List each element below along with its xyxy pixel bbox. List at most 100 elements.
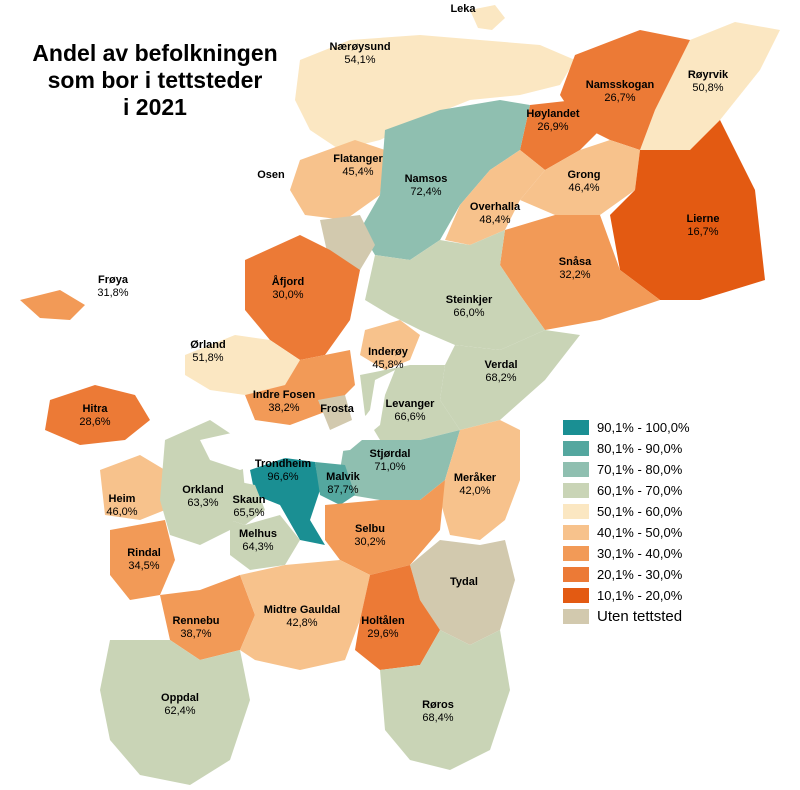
municipality-value: 32,2% [559, 269, 590, 281]
region-grong [520, 140, 640, 215]
legend-label: 90,1% - 100,0% [597, 420, 690, 435]
municipality-value: 64,3% [242, 541, 273, 553]
region-trondheim [250, 458, 325, 545]
municipality-name: Trondheim [255, 458, 311, 470]
municipality-name: Melhus [239, 528, 277, 540]
municipality-value: 42,8% [286, 617, 317, 629]
fjord [200, 370, 395, 470]
municipality-name: Indre Fosen [253, 389, 316, 401]
municipality-value: 68,4% [422, 712, 453, 724]
municipality-name: Overhalla [470, 201, 521, 213]
region-meraker [440, 420, 520, 540]
region-namsskogan [560, 30, 690, 150]
region-naeroysund [295, 35, 575, 150]
municipality-name: Namsskogan [586, 79, 655, 91]
municipality-name: Grong [568, 169, 601, 181]
municipality-name: Inderøy [368, 346, 409, 358]
legend-label: 10,1% - 20,0% [597, 588, 683, 603]
legend-label: 40,1% - 50,0% [597, 525, 683, 540]
region-stjordal [340, 430, 460, 500]
municipality-value: 65,5% [233, 507, 264, 519]
municipality-name: Meråker [454, 472, 497, 484]
municipality-value: 62,4% [164, 705, 195, 717]
municipality-label: Tydal [450, 576, 478, 588]
municipality-name: Røros [422, 699, 454, 711]
region-selbu [325, 480, 445, 575]
municipality-value: 42,0% [459, 485, 490, 497]
municipality-name: Lierne [686, 213, 719, 225]
legend-swatch [563, 483, 589, 498]
legend-swatch [563, 609, 589, 624]
region-hoylandet [520, 100, 600, 170]
municipality-value: 72,4% [410, 186, 441, 198]
municipality-name: Oppdal [161, 692, 199, 704]
municipality-value: 63,3% [187, 497, 218, 509]
region-skaun [230, 480, 265, 525]
municipality-name: Rindal [127, 547, 161, 559]
legend-label: 20,1% - 30,0% [597, 567, 683, 582]
municipality-name: Leka [450, 3, 476, 15]
region-hitra [45, 385, 150, 445]
region-tydal [410, 540, 515, 645]
municipality-name: Frøya [98, 274, 129, 286]
municipality-value: 45,8% [372, 359, 403, 371]
municipality-name: Verdal [484, 359, 517, 371]
municipality-value: 30,2% [354, 536, 385, 548]
region-orland [185, 335, 300, 395]
municipality-name: Holtålen [361, 615, 405, 627]
region-frosta [318, 395, 352, 430]
municipality-value: 66,0% [453, 307, 484, 319]
region-melhus [230, 515, 300, 570]
legend-swatch [563, 420, 589, 435]
municipality-name: Nærøysund [329, 41, 390, 53]
legend-label: 30,1% - 40,0% [597, 546, 683, 561]
legend-label: Uten tettsted [597, 608, 683, 625]
municipality-name: Røyrvik [688, 69, 729, 81]
municipality-value: 31,8% [97, 287, 128, 299]
region-roros [380, 630, 510, 770]
municipality-name: Selbu [355, 523, 385, 535]
municipality-value: 66,6% [394, 411, 425, 423]
region-afjord [245, 235, 360, 360]
region-leka [470, 5, 505, 30]
municipality-name: Skaun [232, 494, 265, 506]
region-flatanger [290, 140, 385, 220]
municipality-name: Heim [109, 493, 136, 505]
municipality-value: 28,6% [79, 416, 110, 428]
legend-item: Uten tettsted [563, 607, 763, 626]
legend-swatch [563, 525, 589, 540]
municipality-value: 38,7% [180, 628, 211, 640]
municipality-name: Levanger [386, 398, 436, 410]
region-lierne [610, 120, 765, 300]
legend-label: 50,1% - 60,0% [597, 504, 683, 519]
municipality-value: 87,7% [327, 484, 358, 496]
legend-swatch [563, 462, 589, 477]
municipality-name: Høylandet [526, 108, 580, 120]
municipality-name: Tydal [450, 576, 478, 588]
legend-item: 70,1% - 80,0% [563, 460, 763, 479]
legend-label: 70,1% - 80,0% [597, 462, 683, 477]
legend-item: 80,1% - 90,0% [563, 439, 763, 458]
municipality-label: Leka [450, 3, 476, 15]
region-namsos [360, 100, 530, 260]
municipality-name: Flatanger [333, 153, 383, 165]
region-overhalla [445, 150, 545, 245]
municipality-name: Namsos [405, 173, 448, 185]
map-title: Andel av befolkningen som bor i tettsted… [20, 40, 290, 121]
